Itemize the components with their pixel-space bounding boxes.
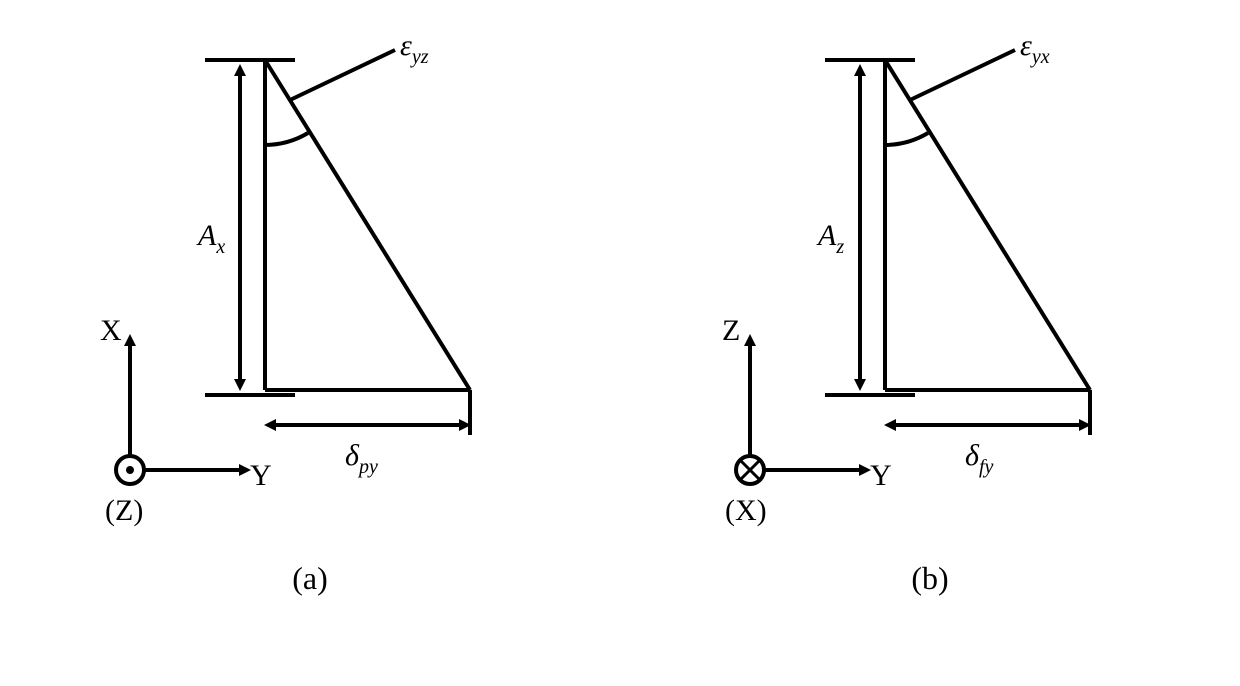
panel-b: Z Y (X) εyx Az δfy ( [690,20,1170,597]
y-axis-label: Y [250,459,272,492]
triangle-b: εyx Az δfy [816,29,1090,478]
angle-arc [265,133,308,145]
axes-a: X Y (Z) [100,314,272,527]
caption-a: (a) [292,560,328,597]
y-axis-label: Y [870,459,892,492]
height-label: Az [816,219,844,258]
epsilon-label: εyx [1020,29,1050,68]
axes-b: Z Y (X) [722,314,892,527]
hypotenuse [265,60,470,390]
base-label: δfy [965,439,994,478]
x-axis-label: (X) [725,494,767,527]
z-axis-label: (Z) [105,494,143,527]
z-dot-icon [126,466,134,474]
epsilon-label: εyz [400,29,429,68]
leader-line [910,50,1015,100]
diagram-container: X Y (Z) [0,0,1240,686]
z-axis-label: Z [722,314,740,347]
panel-b-svg: Z Y (X) εyx Az δfy [690,20,1170,540]
leader-line [290,50,395,100]
panel-a: X Y (Z) [70,20,550,597]
caption-b: (b) [911,560,948,597]
hypotenuse [885,60,1090,390]
base-label: δpy [345,439,378,478]
triangle-a: εyz Ax δpy [196,29,470,478]
x-axis-label: X [100,314,122,347]
height-label: Ax [196,219,225,258]
panel-a-svg: X Y (Z) [70,20,550,540]
angle-arc [885,133,928,145]
